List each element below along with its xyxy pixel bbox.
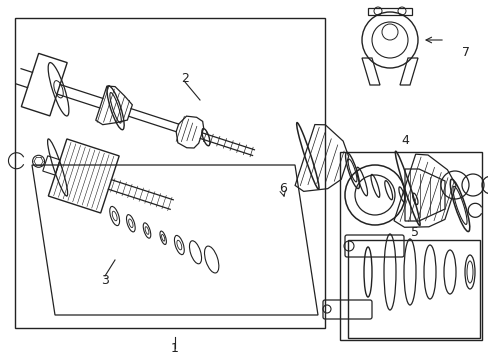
Bar: [15, 18, 325, 328]
Text: 6: 6: [279, 181, 286, 194]
Bar: [367, 8, 411, 15]
Bar: [339, 152, 481, 340]
Text: 2: 2: [181, 72, 188, 85]
Text: 3: 3: [101, 274, 109, 287]
Text: 7: 7: [461, 45, 469, 58]
Text: 1: 1: [171, 342, 179, 355]
Text: 5: 5: [410, 225, 418, 238]
Bar: [347, 240, 479, 338]
Text: 4: 4: [400, 134, 408, 147]
